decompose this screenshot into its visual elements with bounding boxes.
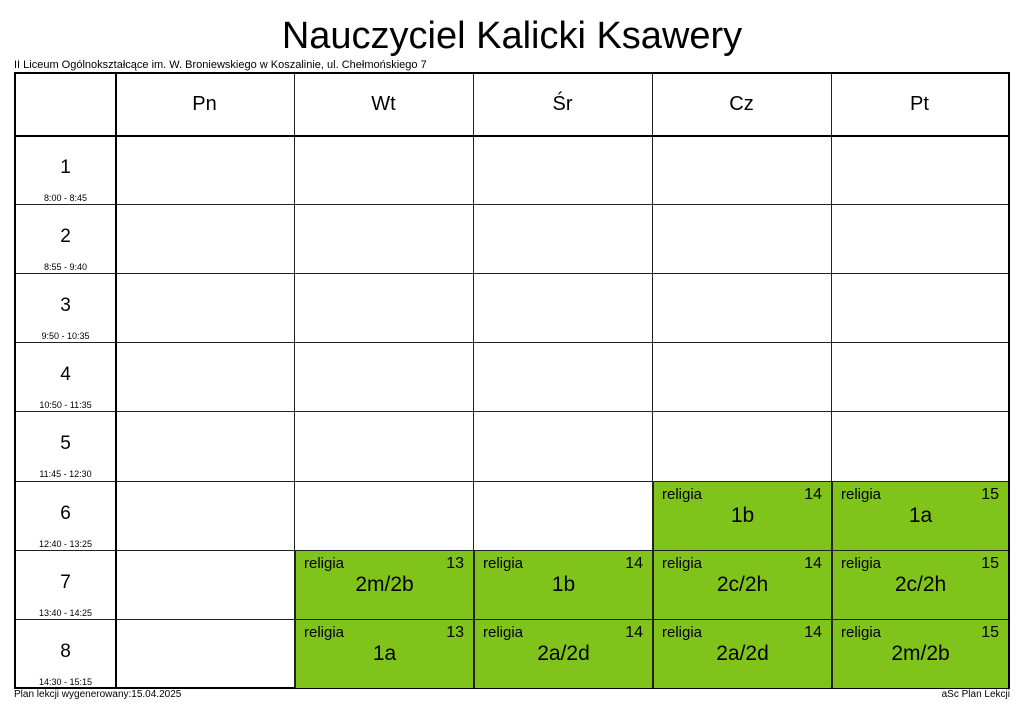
lesson-subject: religia <box>304 623 345 641</box>
lesson-cell[interactable]: religia 15 1a <box>832 481 1008 550</box>
grid-column-divider <box>831 74 832 687</box>
grid-column-divider <box>473 74 474 687</box>
grid-row-divider <box>16 273 1008 275</box>
period-number: 3 <box>60 295 71 317</box>
period-time: 13:40 - 14:25 <box>38 607 93 618</box>
period-time: 11:45 - 12:30 <box>39 469 92 480</box>
lesson-class: 1b <box>730 503 755 527</box>
period-label: 1 8:00 - 8:45 <box>16 135 115 204</box>
period-number: 4 <box>60 364 71 386</box>
period-time: 12:40 - 13:25 <box>38 538 93 549</box>
day-header: Śr <box>552 93 573 115</box>
grid-column-divider <box>294 74 295 687</box>
period-label: 5 11:45 - 12:30 <box>16 411 115 480</box>
lesson-class: 2a/2d <box>537 641 590 665</box>
lesson-class: 1b <box>551 572 576 596</box>
day-header: Wt <box>371 93 396 115</box>
period-time: 8:00 - 8:45 <box>43 193 88 203</box>
lesson-subject: religia <box>483 554 524 572</box>
lesson-room: 14 <box>804 623 822 641</box>
lesson-cell[interactable]: religia 13 1a <box>295 619 473 688</box>
lesson-cell[interactable]: religia 14 2c/2h <box>653 550 831 619</box>
lesson-class: 2c/2h <box>716 572 769 596</box>
lesson-subject: religia <box>662 623 703 641</box>
lesson-cell[interactable]: religia 14 1b <box>474 550 652 619</box>
period-label: 8 14:30 - 15:15 <box>16 619 115 688</box>
lesson-cell[interactable]: religia 15 2m/2b <box>832 619 1008 688</box>
period-time: 9:50 - 10:35 <box>41 331 90 342</box>
lesson-room: 14 <box>625 623 643 641</box>
period-time: 8:55 - 9:40 <box>43 262 88 273</box>
page-title: Nauczyciel Kalicki Ksawery <box>281 15 743 57</box>
lesson-class: 1a <box>908 503 933 527</box>
lesson-subject: religia <box>304 554 345 572</box>
period-number: 2 <box>60 226 71 248</box>
grid-row-divider <box>16 204 1008 206</box>
lesson-subject: religia <box>483 623 524 641</box>
lesson-class: 2c/2h <box>894 572 947 596</box>
lesson-room: 15 <box>981 554 999 572</box>
school-name: II Liceum Ogólnokształcące im. W. Bronie… <box>14 59 427 71</box>
period-number: 6 <box>60 502 71 524</box>
period-label: 7 13:40 - 14:25 <box>16 550 115 619</box>
lesson-room: 13 <box>446 623 464 641</box>
lesson-cell[interactable]: religia 14 2a/2d <box>653 619 831 688</box>
period-label: 3 9:50 - 10:35 <box>16 273 115 342</box>
lesson-room: 13 <box>446 554 464 572</box>
grid-row-divider <box>16 342 1008 344</box>
day-header: Cz <box>729 93 754 115</box>
period-time: 14:30 - 15:15 <box>38 676 93 687</box>
period-label: 2 8:55 - 9:40 <box>16 204 115 273</box>
grid-row-divider <box>16 549 1008 551</box>
lesson-class: 1a <box>372 641 397 665</box>
period-label: 6 12:40 - 13:25 <box>16 481 115 550</box>
timetable-grid: Pn Wt Śr Cz Pt 1 8:00 - 8:45 2 8:55 - 9:40 3 9:50 … <box>14 72 1010 689</box>
lesson-room: 14 <box>804 485 822 503</box>
lesson-class: 2m/2b <box>355 572 414 596</box>
generated-date: Plan lekcji wygenerowany:15.04.2025 <box>14 689 182 700</box>
grid-row-divider <box>16 411 1008 413</box>
day-header: Pt <box>910 93 929 115</box>
lesson-subject: religia <box>841 623 882 641</box>
lesson-room: 15 <box>981 623 999 641</box>
lesson-subject: religia <box>662 485 703 503</box>
lesson-cell[interactable]: religia 14 1b <box>653 481 831 550</box>
grid-column-divider <box>652 74 653 687</box>
app-name: aSc Plan Lekcji <box>941 689 1010 700</box>
period-number: 7 <box>60 571 71 593</box>
day-header: Pn <box>192 93 217 115</box>
lesson-subject: religia <box>841 554 882 572</box>
period-number: 1 <box>60 157 71 178</box>
period-number: 8 <box>60 640 71 662</box>
period-number: 5 <box>60 433 71 455</box>
lesson-cell[interactable]: religia 14 2a/2d <box>474 619 652 688</box>
period-time: 10:50 - 11:35 <box>39 400 92 411</box>
lesson-class: 2m/2b <box>891 641 950 665</box>
lesson-class: 2a/2d <box>716 641 769 665</box>
grid-header-divider <box>16 135 1008 137</box>
lesson-room: 15 <box>981 485 999 503</box>
lesson-room: 14 <box>804 554 822 572</box>
lesson-cell[interactable]: religia 15 2c/2h <box>832 550 1008 619</box>
lesson-subject: religia <box>662 554 703 572</box>
lesson-subject: religia <box>841 485 882 503</box>
period-label: 4 10:50 - 11:35 <box>16 342 115 411</box>
grid-row-divider <box>16 480 1008 482</box>
lesson-cell[interactable]: religia 13 2m/2b <box>295 550 473 619</box>
grid-row-divider <box>16 618 1008 620</box>
lesson-room: 14 <box>625 554 643 572</box>
grid-column-divider <box>115 74 117 687</box>
